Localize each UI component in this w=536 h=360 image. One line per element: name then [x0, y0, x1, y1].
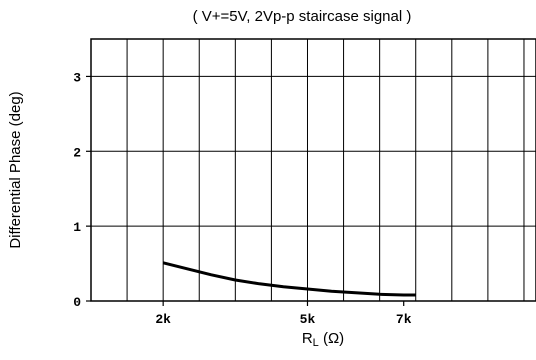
y-tick-label: 3 — [73, 70, 81, 85]
x-axis-label-main: R — [302, 330, 313, 347]
y-tick-label: 0 — [73, 295, 81, 310]
x-tick-label: 7k — [396, 312, 412, 327]
series-line — [162, 261, 416, 297]
chart-subtitle: ( V+=5V, 2Vp-p staircase signal ) — [193, 8, 412, 25]
y-tick-label: 2 — [73, 145, 81, 160]
x-axis-label-subscript: L — [313, 337, 319, 349]
plot-area-border — [90, 38, 536, 302]
x-axis-label: RL (Ω) — [302, 330, 344, 349]
tick-labels: 0 1 2 3 2k 5k 7k — [73, 70, 412, 327]
x-tick-label: 5k — [300, 312, 316, 327]
y-axis-label: Differential Phase (deg) — [7, 91, 24, 248]
grid-lines — [91, 39, 536, 302]
y-tick-label: 1 — [73, 220, 81, 235]
x-tick-label: 2k — [155, 312, 171, 327]
series-layer — [162, 261, 416, 297]
x-axis-label-unit: (Ω) — [319, 330, 344, 347]
